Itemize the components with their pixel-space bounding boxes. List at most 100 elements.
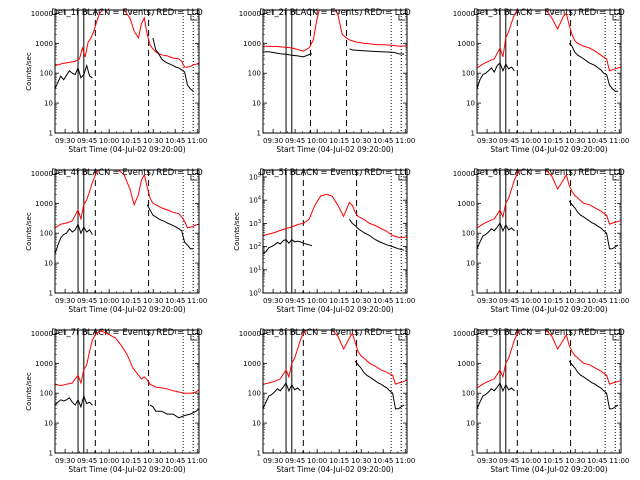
series-line-lld (263, 10, 407, 52)
x-axis-title: Start Time (04-Jul-02 09:20:00) (68, 145, 185, 154)
x-tick-label: 10:00 (521, 297, 541, 305)
y-tick-label: 100 (462, 70, 475, 78)
x-tick-label: 09:45 (499, 457, 519, 465)
y-axis-title: Counts/sec (25, 212, 33, 251)
x-axis-title: Start Time (04-Jul-02 09:20:00) (276, 305, 393, 314)
y-tick-label: 1000 (243, 40, 261, 48)
x-tick-label: 09:30 (477, 297, 497, 305)
x-axis-title: Start Time (04-Jul-02 09:20:00) (490, 145, 607, 154)
series-line-lld (55, 330, 199, 394)
x-tick-label: 10:30 (351, 137, 371, 145)
corner-glyph (612, 14, 619, 21)
y-tick-label: 1000 (457, 40, 475, 48)
x-tick-label: 10:15 (543, 137, 563, 145)
x-tick-label: 09:45 (285, 137, 305, 145)
plot-frame (262, 9, 408, 134)
y-tick-label: 100 (40, 230, 53, 238)
x-tick-label: 11:00 (609, 457, 629, 465)
panel-det-6: Det_6f BLACK = Events, RED = LLD11010010… (453, 168, 630, 314)
x-tick-label: 10:15 (543, 297, 563, 305)
x-tick-label: 10:30 (351, 297, 371, 305)
corner-glyph (190, 14, 197, 21)
y-tick-label: 101 (249, 265, 261, 274)
y-tick-label: 10 (44, 260, 53, 268)
corner-glyph (612, 174, 619, 181)
series-line-lld (263, 330, 407, 385)
plot-frame (262, 169, 408, 294)
x-tick-label: 10:00 (521, 457, 541, 465)
y-tick-label: 10000 (31, 330, 53, 338)
x-tick-label: 10:00 (99, 457, 119, 465)
corner-glyph (612, 334, 619, 341)
y-tick-label: 1000 (35, 200, 53, 208)
y-tick-label: 10000 (239, 10, 261, 18)
y-tick-label: 10000 (453, 330, 475, 338)
x-tick-label: 10:45 (165, 137, 185, 145)
series-line-events (477, 360, 619, 410)
x-tick-label: 10:45 (587, 137, 607, 145)
series-line-events (55, 37, 194, 92)
y-tick-label: 1000 (35, 360, 53, 368)
series-line-lld (263, 193, 407, 238)
x-tick-label: 11:00 (395, 137, 415, 145)
x-axis-title: Start Time (04-Jul-02 09:20:00) (68, 305, 185, 314)
y-tick-label: 1 (471, 450, 475, 458)
plot-frame (54, 9, 200, 134)
x-tick-label: 09:45 (499, 137, 519, 145)
corner-glyph (398, 14, 405, 21)
x-tick-label: 10:45 (373, 457, 393, 465)
series-line-lld (477, 10, 621, 72)
series-line-lld (55, 10, 199, 68)
plot-frame (476, 169, 622, 294)
x-tick-label: 09:30 (263, 137, 283, 145)
x-axis-title: Start Time (04-Jul-02 09:20:00) (490, 305, 607, 314)
x-tick-label: 09:30 (55, 137, 75, 145)
x-tick-label: 09:30 (477, 457, 497, 465)
y-tick-label: 10 (466, 100, 475, 108)
y-tick-label: 1 (471, 130, 475, 138)
x-tick-label: 10:00 (521, 137, 541, 145)
panel-det-1: Det_1f BLACK = Events, RED = LLD 1 10 100 10… (25, 8, 207, 154)
x-tick-label: 11:00 (609, 137, 629, 145)
x-tick-label: 10:15 (329, 137, 349, 145)
y-tick-label: 10 (466, 260, 475, 268)
y-axis-title: Counts/sec (25, 52, 33, 91)
corner-glyph (398, 174, 405, 181)
x-tick-label: 09:45 (77, 297, 97, 305)
x-tick-label: 09:45 (77, 137, 97, 145)
y-tick-label: 10 (466, 420, 475, 428)
y-tick-label: 10 (252, 100, 261, 108)
x-tick-label: 09:30 (55, 457, 75, 465)
panel-det-9: Det_9f BLACK = Events, RED = LLD11010010… (453, 328, 630, 474)
panel-det-3: Det_3f BLACK = Events, RED = LLD 1 10 100 10… (453, 8, 630, 154)
x-tick-label: 10:15 (121, 137, 141, 145)
x-tick-label: 09:30 (263, 457, 283, 465)
y-tick-label: 1 (49, 290, 53, 298)
series-line-events (55, 394, 199, 419)
x-tick-label: 10:15 (121, 457, 141, 465)
x-tick-label: 09:30 (55, 297, 75, 305)
plot-frame (476, 329, 622, 454)
y-tick-label: 1000 (457, 360, 475, 368)
x-tick-label: 11:00 (187, 297, 207, 305)
y-tick-label: 105 (249, 172, 261, 181)
panel-det-7: Det_7f BLACK = Events, RED = LLD 1 10 100 10… (25, 328, 207, 474)
x-tick-label: 10:15 (329, 457, 349, 465)
x-tick-label: 09:45 (77, 457, 97, 465)
y-tick-label: 100 (248, 70, 261, 78)
x-tick-label: 10:15 (329, 297, 349, 305)
y-tick-label: 102 (249, 242, 261, 251)
y-tick-label: 10 (252, 420, 261, 428)
y-tick-label: 10000 (31, 170, 53, 178)
y-tick-label: 10 (44, 100, 53, 108)
y-axis-title: Counts/sec (25, 372, 33, 411)
x-axis-title: Start Time (04-Jul-02 09:20:00) (276, 465, 393, 474)
x-tick-label: 10:15 (121, 297, 141, 305)
plot-frame (476, 9, 622, 134)
x-tick-label: 10:00 (99, 137, 119, 145)
y-tick-label: 1000 (243, 360, 261, 368)
x-tick-label: 10:00 (307, 137, 327, 145)
panel-title: Det_2f BLACK = Events, RED = LLD (259, 8, 411, 18)
x-tick-label: 10:00 (99, 297, 119, 305)
